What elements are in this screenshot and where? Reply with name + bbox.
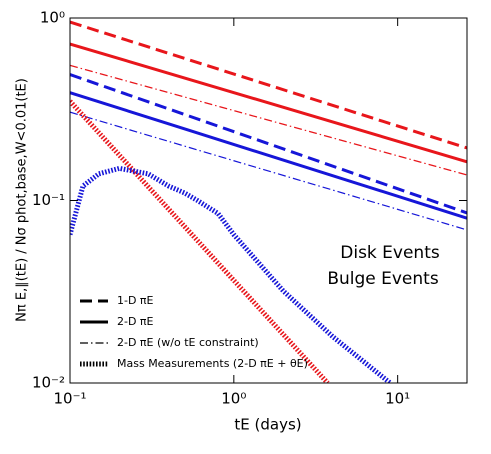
series-line bbox=[70, 111, 467, 231]
annotation: Disk Events bbox=[340, 243, 440, 263]
annotation: Bulge Events bbox=[327, 269, 439, 289]
y-tick-label: 10⁰ bbox=[40, 9, 65, 27]
series-line bbox=[70, 20, 467, 150]
y-tick-label: 10⁻² bbox=[32, 374, 65, 392]
x-tick-label: 10¹ bbox=[385, 390, 410, 408]
series-line bbox=[70, 42, 467, 164]
x-tick-label: 10⁻¹ bbox=[53, 390, 86, 408]
y-axis-label: Nπ E,∥(tE) / Nσ phot,base,W<0.01(tE) bbox=[15, 78, 30, 322]
series-line bbox=[70, 64, 467, 176]
legend-label: Mass Measurements (2-D πE + θE) bbox=[117, 357, 308, 370]
legend-label: 2-D πE bbox=[117, 315, 154, 328]
plot-area bbox=[70, 20, 467, 383]
x-tick-label: 10⁰ bbox=[221, 390, 246, 408]
legend-label: 2-D πE (w/o tE constraint) bbox=[117, 336, 259, 349]
legend-label: 1-D πE bbox=[117, 294, 154, 307]
x-axis-label: tE (days) bbox=[234, 416, 301, 434]
series-line bbox=[70, 73, 467, 215]
y-tick-label: 10⁻¹ bbox=[32, 191, 65, 209]
series-line bbox=[70, 91, 467, 220]
series-line bbox=[70, 99, 330, 383]
